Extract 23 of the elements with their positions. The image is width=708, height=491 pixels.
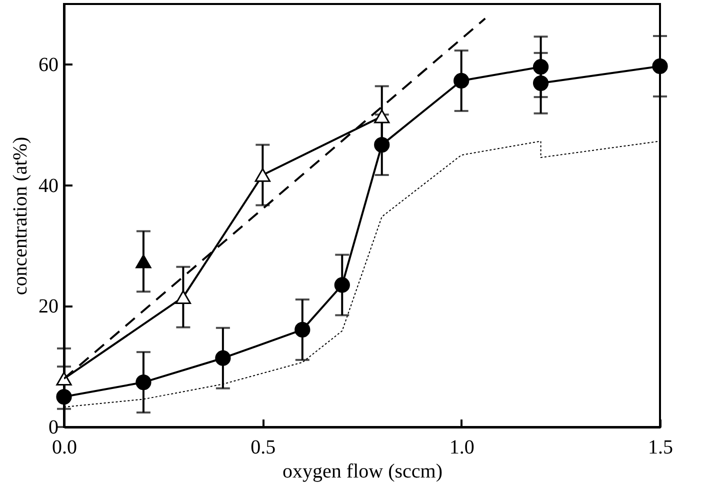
point xyxy=(136,374,152,390)
x-tick-label: 0.5 xyxy=(250,436,276,458)
x-tick-label: 0.0 xyxy=(52,436,77,458)
point xyxy=(254,168,270,182)
y-axis-title: concentration (at%) xyxy=(10,136,32,296)
point xyxy=(56,372,72,386)
x-tick-label: 1.5 xyxy=(648,436,673,458)
y-tick-label: 40 xyxy=(38,174,58,197)
y-tick-label: 20 xyxy=(38,296,58,318)
y-tick-label: 0 xyxy=(48,416,58,438)
x-axis-title: oxygen flow (sccm) xyxy=(282,460,442,482)
point xyxy=(374,110,390,124)
point xyxy=(215,350,231,366)
point xyxy=(454,72,470,89)
x-tick-label: 1.0 xyxy=(449,436,474,458)
point xyxy=(136,254,152,268)
point xyxy=(294,322,310,338)
point xyxy=(532,75,549,91)
point xyxy=(175,290,192,304)
point xyxy=(334,277,350,293)
point xyxy=(532,59,549,75)
y-tick-label: 60 xyxy=(38,54,58,76)
point xyxy=(652,58,668,74)
